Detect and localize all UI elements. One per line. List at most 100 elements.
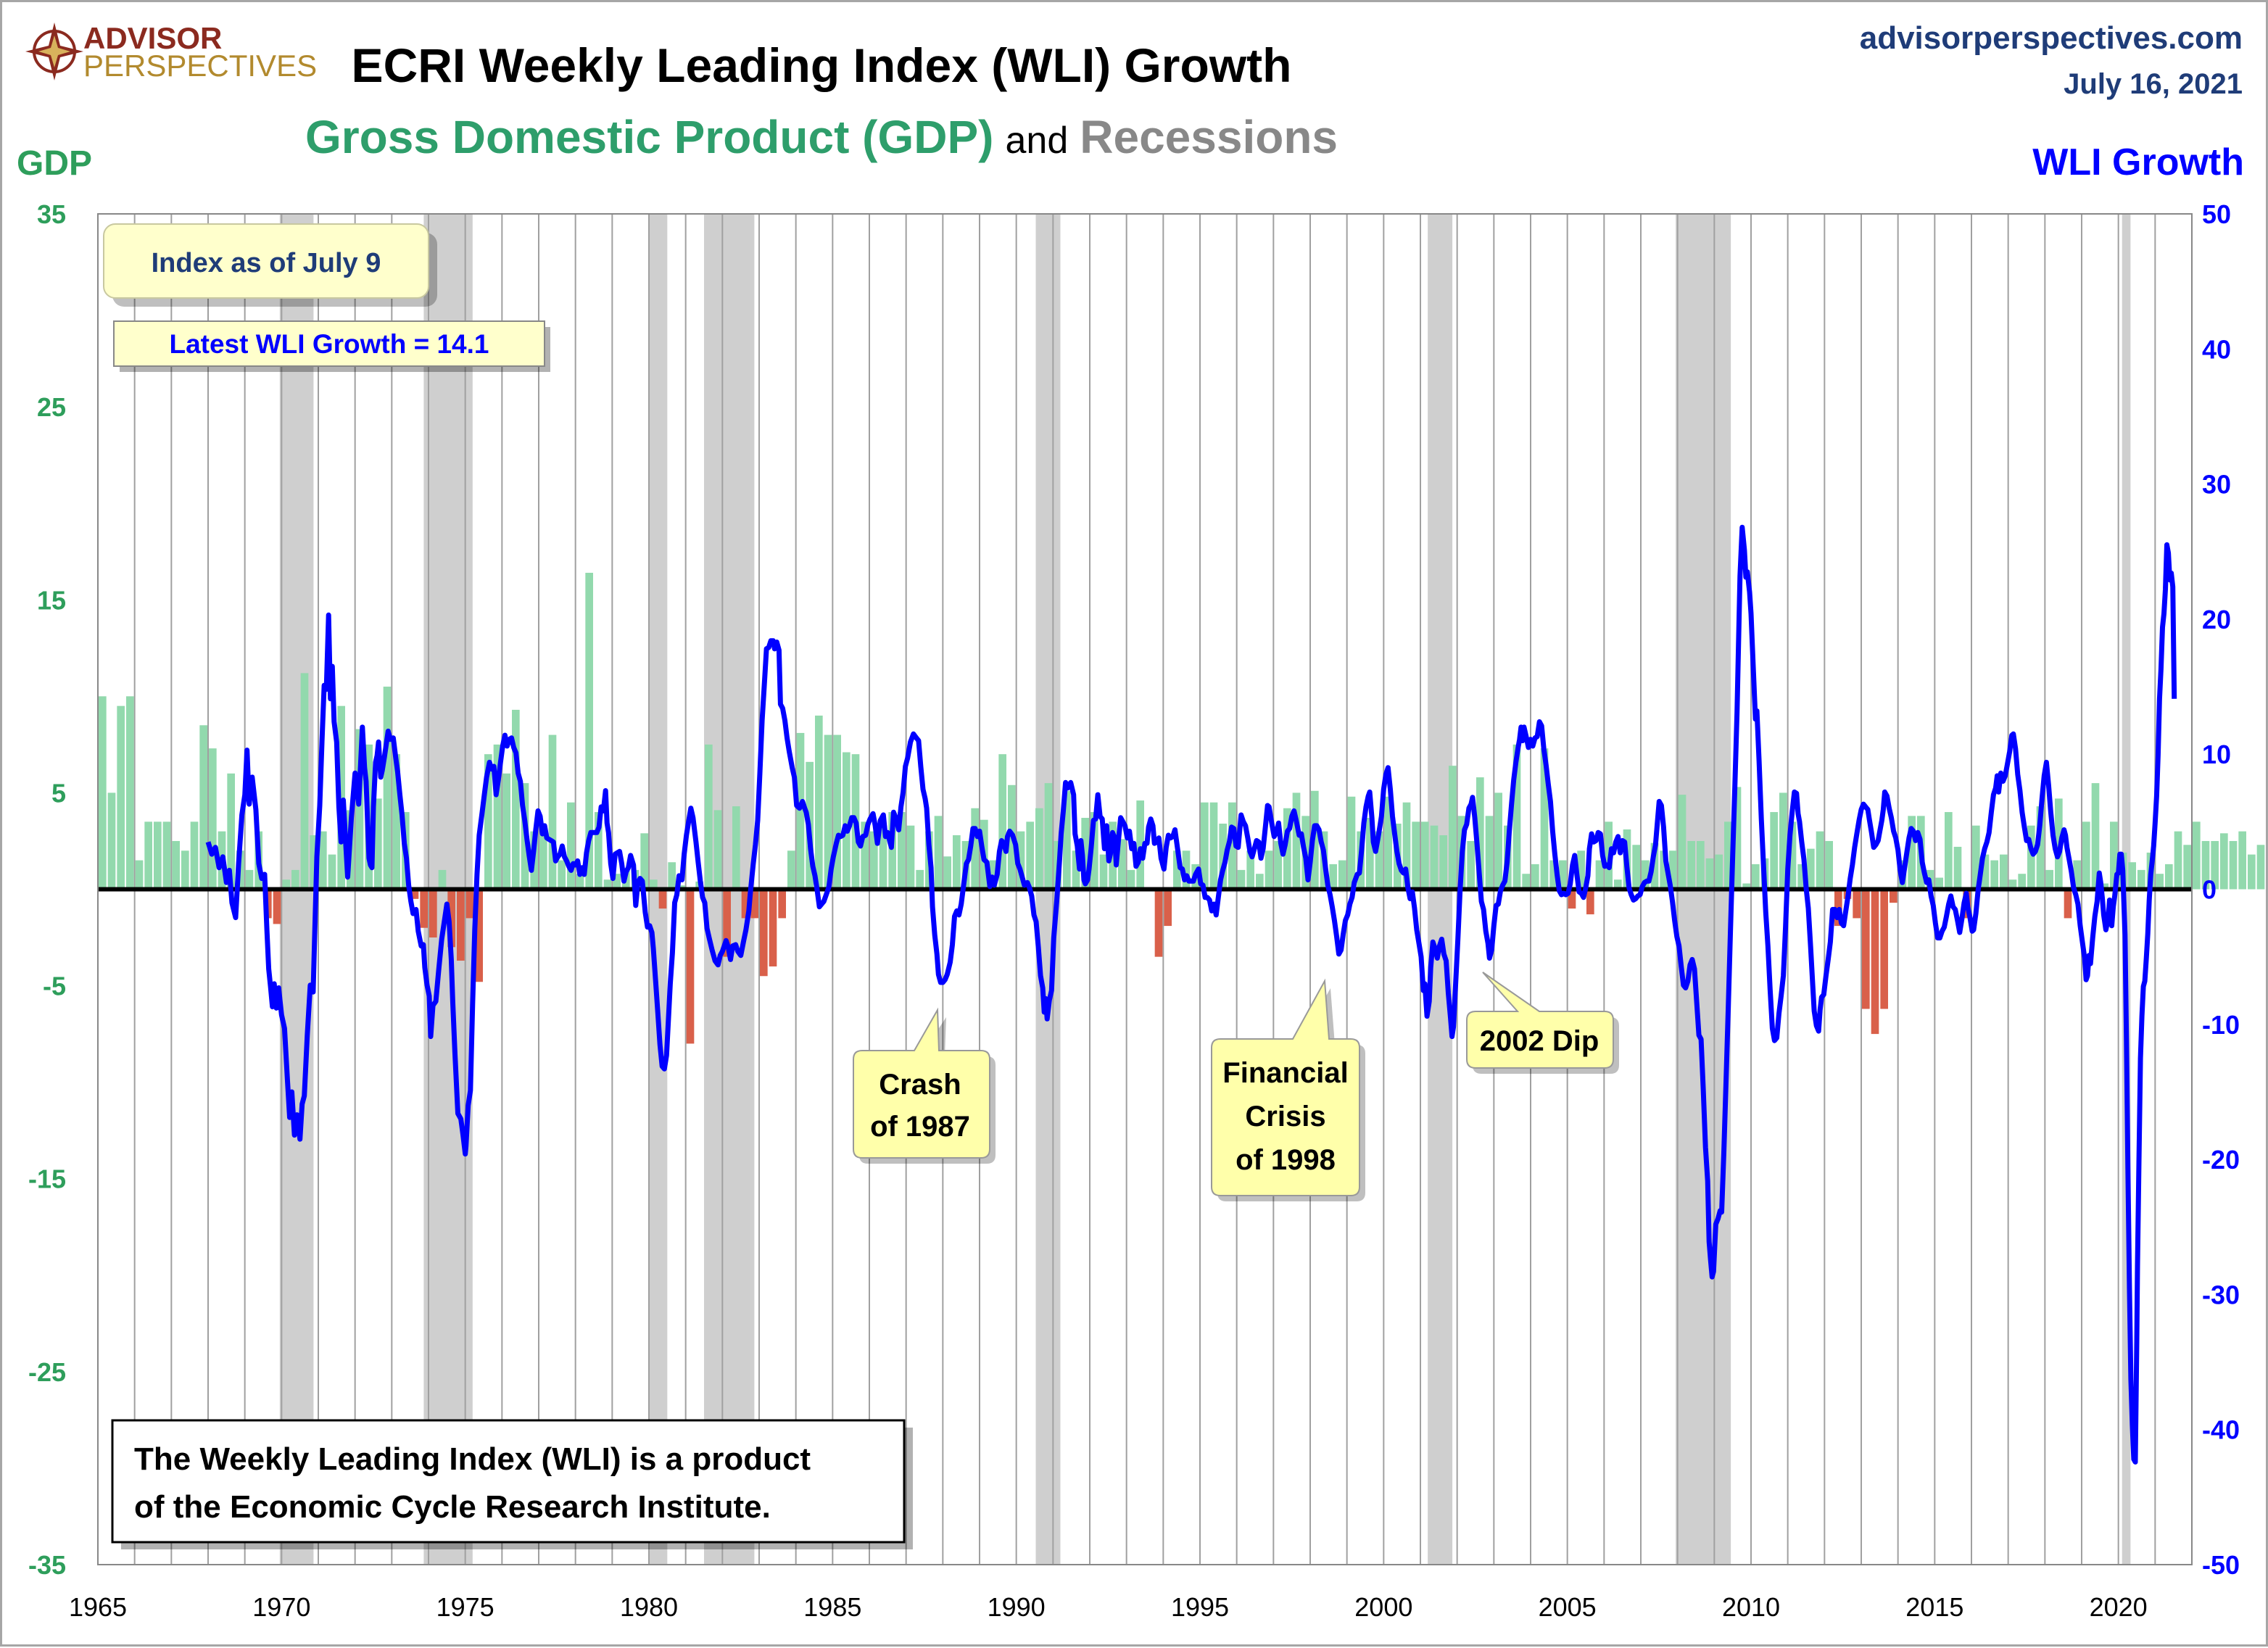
gdp-bar: [2101, 883, 2108, 890]
gdp-bar: [2211, 840, 2219, 890]
gdp-bar: [2256, 845, 2265, 890]
wli-series-line: [205, 524, 2177, 1465]
gdp-bar: [548, 734, 557, 890]
gdp-bar: [2036, 806, 2045, 890]
gdp-bar: [750, 889, 758, 919]
gdp-bar: [815, 715, 823, 890]
gdp-bar: [2183, 845, 2191, 890]
wli-tick-label: -40: [2202, 1415, 2240, 1445]
gdp-bar: [227, 773, 235, 890]
gdp-bar: [686, 889, 695, 1044]
subtitle-recessions: Recessions: [1080, 111, 1338, 163]
gdp-bar: [1650, 842, 1659, 890]
gdp-bar: [741, 889, 750, 919]
year-tick-label: 1965: [69, 1592, 127, 1622]
gdp-bar: [1669, 850, 1677, 890]
callout-2002-dip: 2002 Dip: [1466, 972, 1619, 1074]
gdp-bar: [475, 889, 483, 982]
gdp-bar: [300, 673, 309, 890]
year-tick-label: 1995: [1171, 1592, 1229, 1622]
index-date-box: Index as of July 9: [103, 223, 437, 307]
gdp-tick-label: 35: [37, 199, 66, 229]
gdp-bar: [1972, 825, 1980, 890]
gdp-bar: [282, 879, 290, 890]
source-note-box: The Weekly Leading Index (WLI) is a prod…: [111, 1419, 913, 1549]
gdp-bar: [1485, 816, 1494, 890]
wli-tick-label: 50: [2202, 199, 2231, 229]
gdp-bar: [2110, 821, 2118, 890]
gdp-axis-title: GDP: [17, 144, 92, 183]
gdp-bar: [1329, 864, 1337, 890]
gdp-bar: [1072, 850, 1080, 890]
gdp-bar: [1715, 854, 1723, 890]
gdp-bar: [374, 798, 382, 890]
wli-tick-label: 10: [2202, 740, 2231, 769]
year-tick-label: 2005: [1539, 1592, 1597, 1622]
gdp-bar: [989, 860, 998, 890]
gdp-bar: [769, 889, 777, 966]
year-tick-label: 1985: [803, 1592, 861, 1622]
gdp-bar: [154, 821, 162, 890]
gdp-bar: [1642, 860, 1650, 890]
gdp-bar: [1816, 831, 1824, 890]
source-note-line2: of the Economic Cycle Research Institute…: [134, 1489, 771, 1525]
callout-crash-line2: of 1987: [870, 1111, 970, 1143]
callout-crisis-line2: Crisis: [1245, 1101, 1325, 1133]
gdp-bar: [1687, 840, 1695, 890]
gdp-bar: [1384, 796, 1392, 890]
year-tick-label: 2000: [1354, 1592, 1412, 1622]
gdp-bar: [2193, 821, 2201, 890]
logo-text-top: ADVISOR: [83, 21, 222, 55]
gdp-bar: [1182, 850, 1191, 890]
gdp-bar: [1154, 889, 1163, 957]
gdp-bar: [1164, 889, 1172, 927]
gdp-bar: [576, 874, 584, 890]
gdp-bar: [2073, 860, 2081, 890]
gdp-bar: [906, 825, 915, 890]
year-tick-label: 2015: [1905, 1592, 1963, 1622]
gdp-bar: [1265, 850, 1273, 890]
gdp-bar: [833, 734, 841, 890]
year-tick-label: 1980: [620, 1592, 678, 1622]
wli-tick-label: -30: [2202, 1280, 2240, 1309]
gdp-bar: [273, 889, 281, 924]
gdp-bar: [117, 705, 125, 890]
gdp-bar: [603, 879, 612, 890]
gdp-bar: [1577, 850, 1585, 890]
gdp-bar: [245, 869, 254, 890]
gdp-bar: [585, 573, 593, 890]
wli-tick-label: 40: [2202, 334, 2231, 364]
gdp-bar: [2137, 869, 2145, 890]
gdp-bar: [971, 808, 979, 890]
gdp-bar: [2128, 862, 2136, 890]
callout-crisis-line1: Financial: [1222, 1057, 1348, 1089]
gdp-bar: [1209, 802, 1218, 890]
gdp-axis-ticks: 35 25 15 5 -5 -15 -25 -35: [28, 199, 66, 1580]
gdp-bar: [1908, 816, 1916, 890]
gdp-tick-label: 25: [37, 392, 66, 422]
wli-tick-label: -50: [2202, 1550, 2240, 1580]
gdp-bar: [1109, 821, 1117, 890]
gdp-bar: [650, 879, 658, 890]
gdp-bar: [1742, 883, 1750, 890]
gdp-bar: [1697, 840, 1705, 890]
gdp-bar: [199, 725, 207, 890]
gdp-bar: [1825, 840, 1833, 890]
gdp-bar: [1522, 874, 1530, 890]
gdp-bar: [383, 687, 392, 890]
gdp-bar: [1476, 777, 1484, 890]
gdp-tick-label: 15: [37, 585, 66, 615]
gdp-bar: [1256, 874, 1264, 890]
gdp-bar: [1449, 766, 1457, 890]
latest-wli-text: Latest WLI Growth = 14.1: [169, 329, 489, 359]
gdp-bar: [484, 754, 492, 890]
gdp-bar: [879, 825, 887, 890]
gdp-bar: [2018, 874, 2026, 890]
gdp-bar: [1733, 787, 1742, 890]
year-tick-label: 1990: [988, 1592, 1046, 1622]
gdp-bar: [1173, 850, 1181, 890]
gdp-bar: [613, 874, 621, 890]
gdp-bar: [1890, 889, 1897, 903]
advisor-perspectives-logo: ADVISOR PERSPECTIVES: [25, 21, 317, 83]
